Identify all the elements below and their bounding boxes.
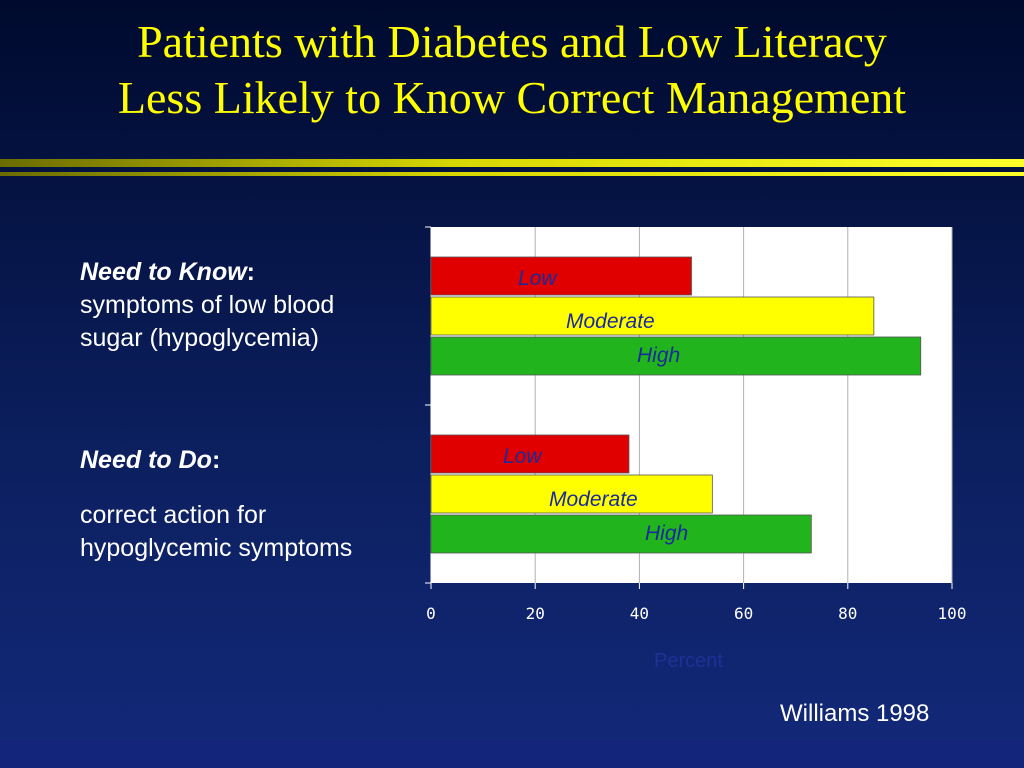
footer-band	[0, 740, 1024, 768]
need-to-do-line-2: hypoglycemic symptoms	[80, 534, 353, 562]
need-to-do-heading: Need to Do	[80, 446, 212, 474]
bar-label-need-to-know-moderate: Moderate	[566, 310, 655, 333]
x-tick-label-40: 40	[630, 604, 649, 623]
need-to-know-line-1: symptoms of low blood	[80, 291, 335, 319]
bar-need-to-do-low	[430, 434, 630, 474]
x-tick-label-60: 60	[734, 604, 753, 623]
bar-label-need-to-do-moderate: Moderate	[549, 488, 638, 511]
x-tick-label-0: 0	[426, 604, 436, 623]
bar-label-need-to-do-high: High	[645, 522, 688, 545]
title-line-1: Patients with Diabetes and Low Literacy	[137, 16, 887, 67]
bar-need-to-know-low	[430, 256, 692, 296]
bar-label-need-to-know-low: Low	[518, 267, 558, 290]
need-to-do-line-1: correct action for	[80, 501, 267, 529]
citation: Williams 1998	[780, 700, 930, 727]
bar-chart: 0 20 40 60 80 100 Low Moderate High Low Moderate Hi…	[425, 226, 967, 623]
bar-need-to-do-high	[430, 514, 812, 554]
bar-need-to-know-moderate	[430, 296, 875, 336]
x-tick-label-80: 80	[838, 604, 857, 623]
title-divider-thick	[0, 159, 1024, 167]
need-to-know-colon: :	[246, 258, 255, 286]
title-line-2: Less Likely to Know Correct Management	[117, 72, 907, 123]
bar-need-to-know-high	[430, 336, 922, 376]
need-to-know-heading: Need to Know	[80, 258, 247, 286]
title-divider-thin	[0, 172, 1024, 176]
need-to-know-line-2: sugar (hypoglycemia)	[80, 324, 319, 352]
bar-label-need-to-know-high: High	[637, 344, 680, 367]
slide-title: Patients with Diabetes and Low Literacy …	[0, 14, 1024, 126]
x-tick-label-20: 20	[526, 604, 545, 623]
need-to-do-colon: :	[211, 446, 221, 474]
x-axis-caption: Percent	[654, 650, 723, 672]
x-tick-label-100: 100	[938, 604, 967, 623]
need-to-do-block: Need to Do: correct action for hypoglyce…	[80, 444, 425, 565]
bar-need-to-do-moderate	[430, 474, 713, 514]
need-to-know-block: Need to Know: symptoms of low blood suga…	[80, 256, 410, 355]
bar-label-need-to-do-low: Low	[503, 445, 543, 468]
